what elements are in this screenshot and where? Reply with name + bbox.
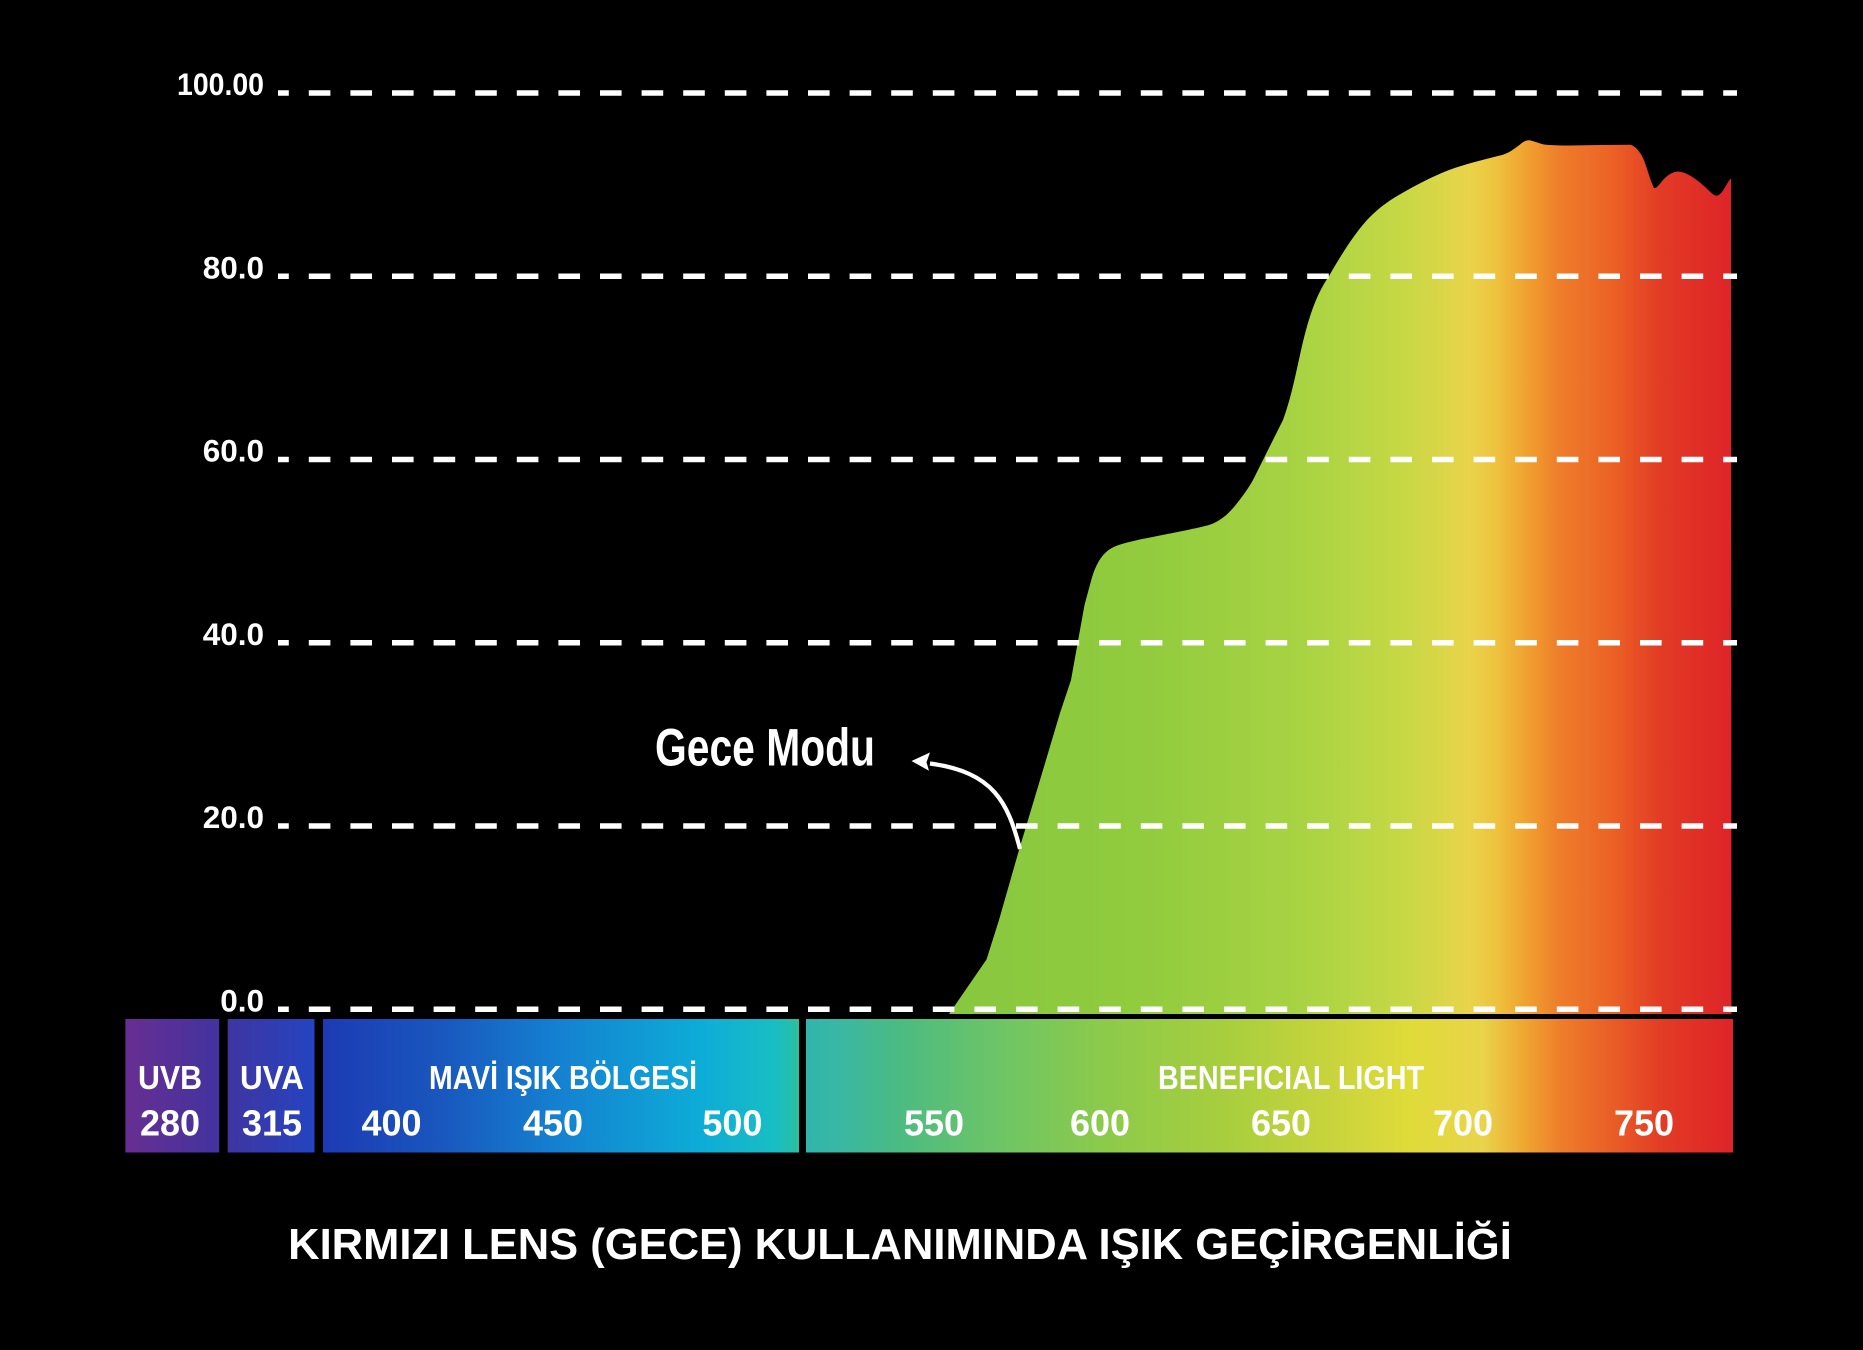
svg-text:750: 750 (1614, 1103, 1674, 1144)
svg-text:UVA: UVA (240, 1059, 304, 1096)
svg-text:650: 650 (1251, 1103, 1311, 1144)
svg-text:40.0: 40.0 (203, 616, 264, 652)
svg-text:Gece Modu: Gece Modu (655, 719, 875, 778)
svg-text:80.0: 80.0 (203, 249, 264, 285)
svg-text:400: 400 (361, 1103, 421, 1144)
svg-text:280: 280 (140, 1103, 200, 1144)
svg-text:550: 550 (904, 1103, 964, 1144)
svg-text:450: 450 (523, 1103, 583, 1144)
svg-text:100.00: 100.00 (177, 66, 264, 102)
svg-text:60.0: 60.0 (203, 433, 264, 469)
svg-text:KIRMIZI LENS (GECE) KULLANIMIN: KIRMIZI LENS (GECE) KULLANIMINDA IŞIK GE… (288, 1219, 1512, 1269)
svg-text:600: 600 (1070, 1103, 1130, 1144)
svg-text:0.0: 0.0 (220, 982, 264, 1018)
svg-text:315: 315 (242, 1103, 302, 1144)
svg-text:MAVİ IŞIK BÖLGESİ: MAVİ IŞIK BÖLGESİ (429, 1059, 697, 1096)
svg-text:700: 700 (1433, 1103, 1493, 1144)
svg-text:BENEFICIAL LIGHT: BENEFICIAL LIGHT (1158, 1059, 1424, 1096)
svg-text:UVB: UVB (138, 1059, 202, 1096)
svg-text:20.0: 20.0 (203, 799, 264, 835)
svg-text:500: 500 (702, 1103, 762, 1144)
